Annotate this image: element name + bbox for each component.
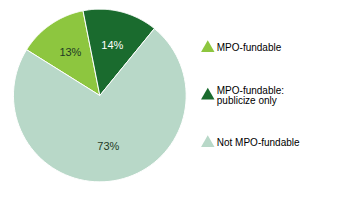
svg-text:MPO-fundable: MPO-fundable bbox=[217, 42, 282, 53]
svg-text:13%: 13% bbox=[59, 46, 81, 58]
svg-text:73%: 73% bbox=[97, 140, 119, 152]
svg-text:MPO-fundable:publicize only: MPO-fundable:publicize only bbox=[217, 85, 284, 106]
svg-text:Not MPO-fundable: Not MPO-fundable bbox=[217, 137, 300, 148]
svg-text:14%: 14% bbox=[101, 39, 123, 51]
